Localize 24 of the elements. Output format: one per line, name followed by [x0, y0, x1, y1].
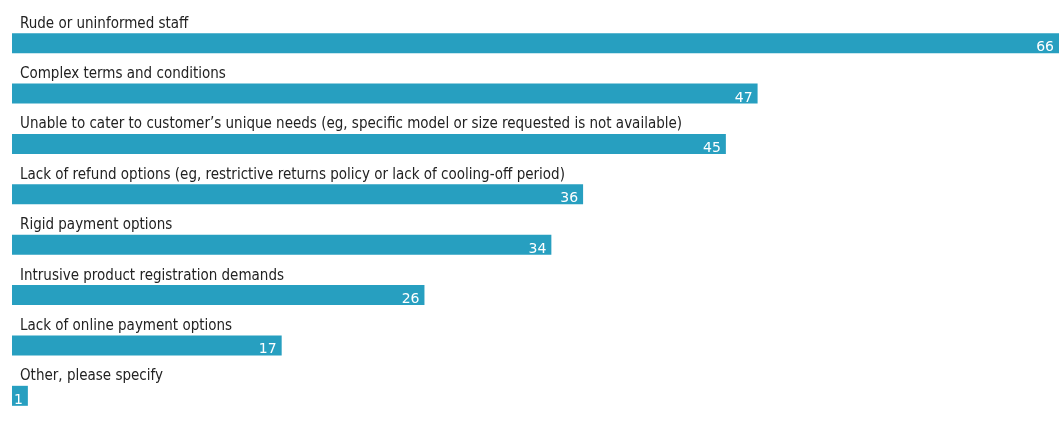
y-tick-label: Intrusive product registration demands: [20, 265, 284, 284]
y-tick-label: Unable to cater to customer’s unique needs (eg, specific model or size requested is not available): [20, 114, 683, 133]
data-label: 1: [13, 390, 23, 407]
data-label: 34: [528, 239, 547, 256]
bar: [12, 83, 758, 104]
bar: [12, 133, 726, 154]
y-tick-label: Lack of refund options (eg, restrictive returns policy or lack of cooling-off period): [20, 164, 565, 183]
data-label: 36: [560, 189, 579, 206]
data-label: 45: [703, 138, 721, 155]
bar: [12, 33, 1059, 54]
y-tick-label: Rigid payment options: [20, 215, 173, 234]
data-label: 26: [401, 290, 420, 307]
data-label: 17: [258, 340, 277, 357]
y-tick-label: Lack of online payment options: [20, 315, 233, 334]
bar: [12, 184, 584, 205]
y-tick-label: Complex terms and conditions: [20, 64, 226, 83]
bar: [12, 335, 282, 356]
bar: [12, 385, 28, 406]
bar: [12, 234, 552, 255]
y-tick-label: Rude or uninformed staff: [20, 13, 190, 32]
bar: [12, 285, 425, 306]
y-tick-label: Other, please specify: [20, 366, 163, 385]
data-label: 66: [1036, 38, 1055, 55]
data-label: 47: [734, 88, 753, 105]
